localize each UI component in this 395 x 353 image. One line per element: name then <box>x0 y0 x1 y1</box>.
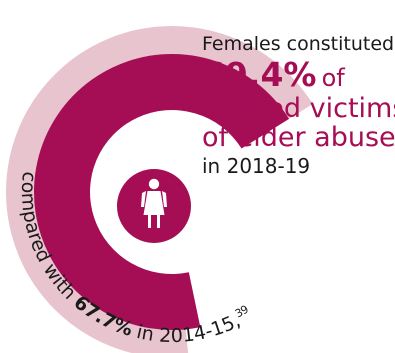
headline-intro: Females constituted <box>202 33 395 55</box>
female-person-icon <box>141 178 167 228</box>
headline-percent: 69.4% <box>202 55 317 95</box>
headline-percent-line: 69.4% of <box>202 55 395 95</box>
headline-of: of <box>321 64 345 93</box>
headline: Females constituted 69.4% of alleged vic… <box>202 33 395 178</box>
headline-line2: alleged victims <box>202 93 395 125</box>
females-arc-2018-19 <box>34 54 290 331</box>
headline-period: in 2018-19 <box>202 153 311 178</box>
footnote-marker: 39 <box>233 303 251 321</box>
headline-line3: of elder abuse, <box>202 122 395 154</box>
